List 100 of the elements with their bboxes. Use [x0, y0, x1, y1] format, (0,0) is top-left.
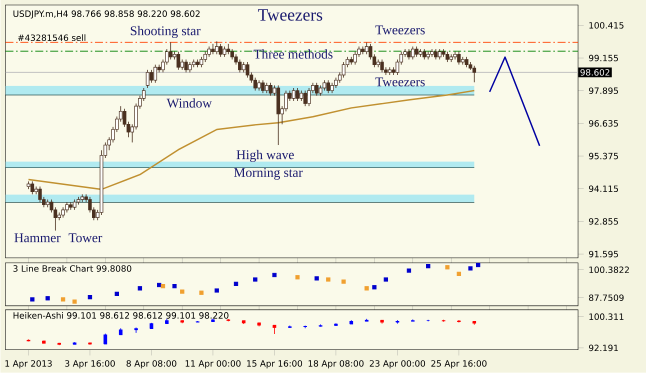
point	[214, 288, 219, 293]
point	[406, 268, 412, 273]
point	[172, 284, 177, 288]
point	[88, 295, 92, 300]
x-tick-label: 8 Apr 08:00	[126, 360, 176, 368]
annotation: Tower	[68, 233, 102, 242]
y-tick-label: 100.311	[589, 314, 624, 320]
point	[272, 272, 277, 278]
candlestick	[296, 88, 300, 102]
ref-line-label: 98.602	[580, 69, 610, 76]
y-tick-label: 99.155	[588, 54, 618, 62]
y-tick-label: 91.595	[588, 250, 618, 258]
x-tick-label: 25 Apr 16:00	[431, 360, 487, 368]
point	[199, 290, 204, 295]
point	[46, 296, 50, 300]
x-tick-label: 3 Apr 16:00	[65, 360, 115, 368]
annotation: Tweezers	[375, 26, 425, 34]
y-tick-label: 92.191	[588, 344, 618, 352]
candlestick	[410, 46, 415, 60]
point	[138, 286, 142, 291]
point	[295, 275, 300, 280]
text: USDJPY.m,H4 98.766 98.858 98.220 98.602	[13, 10, 200, 19]
candlestick	[422, 48, 426, 60]
ref-line-label: #43281546 sell	[18, 34, 86, 42]
annotation: Morning star	[234, 168, 303, 180]
candlestick	[176, 51, 180, 70]
candlestick	[300, 90, 304, 102]
candlestick	[184, 59, 188, 73]
point	[72, 300, 77, 304]
x-tick-label: 18 Apr 08:00	[308, 360, 364, 368]
point	[426, 264, 430, 268]
annotation: Hammer	[14, 233, 61, 242]
point	[160, 284, 166, 288]
point	[476, 262, 480, 268]
candlestick	[364, 42, 368, 55]
point	[114, 292, 119, 296]
x-tick-label: 11 Apr 00:00	[186, 360, 241, 368]
annotation: High wave	[236, 150, 294, 162]
y-tick-label: 100.3822	[589, 266, 629, 274]
candlestick	[407, 48, 411, 60]
candlestick	[446, 51, 450, 63]
point	[30, 297, 34, 302]
point	[60, 297, 66, 302]
candlestick	[207, 46, 211, 58]
candlestick	[30, 181, 34, 195]
candlestick	[226, 44, 230, 55]
candlestick	[268, 82, 272, 96]
candlestick	[457, 51, 461, 66]
point	[372, 285, 376, 290]
point	[364, 286, 369, 291]
candlestick	[154, 64, 158, 84]
chart-title: 3 Line Break Chart 99.8080	[13, 265, 132, 272]
point	[456, 272, 462, 276]
candlestick	[188, 62, 192, 73]
candlestick	[264, 82, 269, 94]
candlestick	[222, 46, 226, 58]
candlestick	[168, 42, 172, 60]
candlestick	[380, 59, 384, 73]
candlestick	[314, 82, 319, 96]
candlestick	[242, 62, 246, 73]
y-tick-label: 94.115	[588, 186, 618, 192]
candlestick	[261, 80, 265, 94]
line-series	[28, 90, 476, 190]
candlestick	[464, 56, 468, 68]
candlestick	[104, 333, 108, 344]
point	[314, 276, 319, 281]
annotation: Window	[166, 98, 212, 108]
point	[253, 277, 258, 282]
candlestick	[146, 70, 150, 88]
x-tick-label: 15 Apr 16:00	[247, 360, 302, 368]
point	[468, 266, 473, 271]
candlestick	[72, 199, 76, 210]
annotation: Tweezers	[375, 78, 425, 86]
candlestick	[303, 90, 307, 107]
point	[326, 277, 330, 282]
candlestick	[292, 88, 296, 102]
candlestick	[438, 48, 442, 60]
point	[384, 277, 388, 282]
candlestick	[200, 56, 204, 68]
point	[180, 290, 184, 294]
x-tick-label: 1 Apr 2013	[5, 360, 52, 368]
candlestick	[211, 44, 215, 55]
y-tick-label: 100.415	[589, 22, 624, 29]
annotation: Three methods	[254, 49, 333, 59]
point	[341, 280, 346, 284]
point	[234, 282, 238, 286]
candlestick	[434, 48, 438, 60]
y-tick-label: 96.635	[588, 120, 618, 127]
y-tick-label: 92.855	[588, 218, 618, 225]
y-tick-label: 95.375	[588, 152, 618, 160]
y-tick-label: 87.7509	[589, 294, 624, 302]
point	[445, 265, 450, 270]
chart-subtitle: Tweezers	[258, 9, 322, 21]
candlestick	[218, 44, 222, 58]
candlestick	[326, 80, 330, 94]
point	[157, 282, 162, 288]
candlestick	[214, 40, 219, 55]
candlestick	[257, 80, 261, 92]
chart-title: Heiken-Ashi 99.101 98.612 98.612 99.101 98.220	[14, 312, 228, 319]
candlestick	[150, 70, 154, 84]
